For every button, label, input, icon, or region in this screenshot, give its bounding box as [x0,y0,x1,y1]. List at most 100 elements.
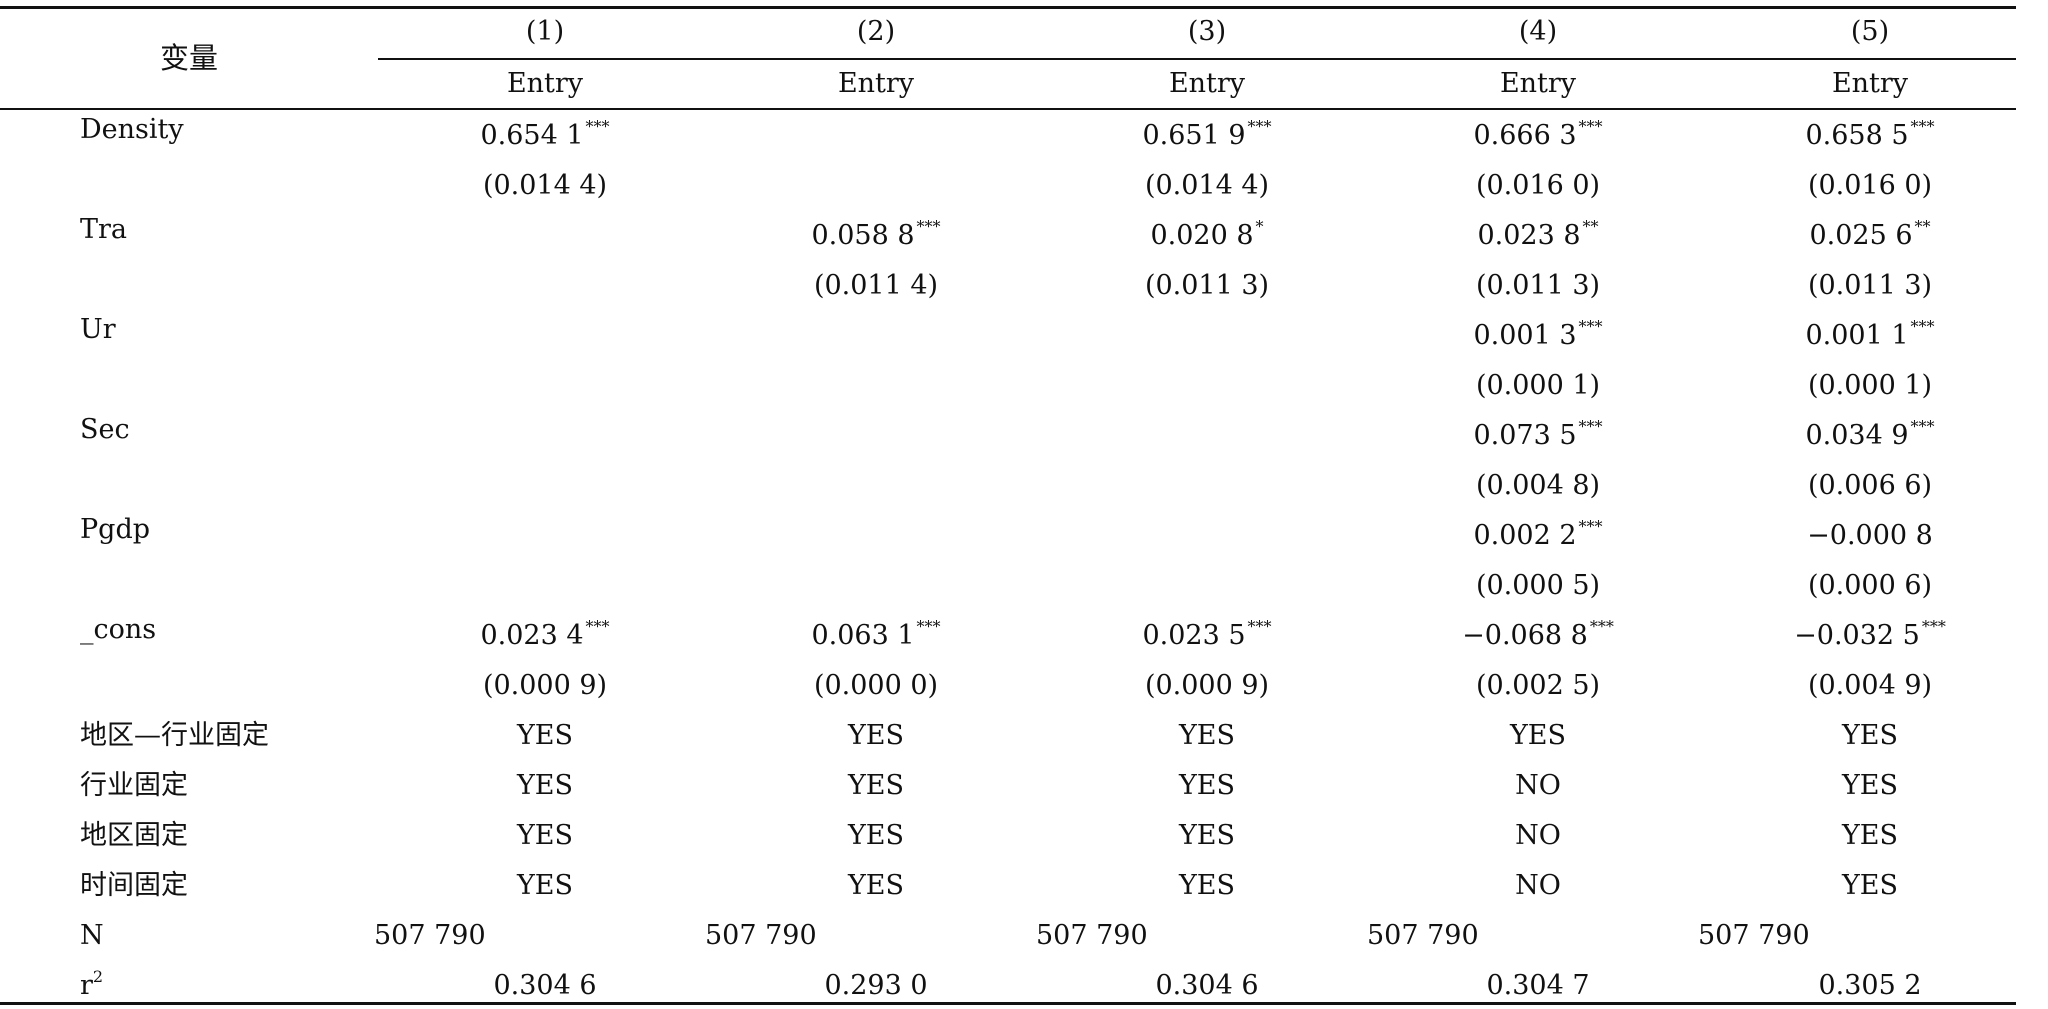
coefficient-value: 0.023 5 [1142,620,1246,651]
significance-stars: ** [1582,217,1599,236]
standard-error-cell: (0.004 9) [1807,670,1933,701]
fixed-effect-label: 地区—行业固定 [80,720,269,751]
observations-value: 507 790 [1367,920,1479,951]
standard-error-cell: (0.006 6) [1807,470,1933,501]
coefficient-value: 0.023 4 [480,620,584,651]
fixed-effect-value: YES [1178,870,1236,901]
variable-label: Sec [80,414,130,445]
significance-stars: *** [1910,317,1935,336]
variable-label: _cons [80,614,157,645]
standard-error-cell: (0.002 5) [1475,670,1601,701]
fixed-effect-value: YES [516,870,574,901]
r-squared-label: r2 [80,966,103,1009]
significance-stars: *** [1578,117,1603,136]
coefficient-cell: 0.058 8 *** [711,216,1041,259]
significance-stars: *** [1910,117,1935,136]
header-rule [0,108,2016,110]
significance-stars: *** [1578,317,1603,336]
coefficient-value: 0.034 9 [1805,420,1909,451]
fixed-effect-value: YES [516,770,574,801]
coefficient-value: 0.666 3 [1473,120,1577,151]
r-squared-value: 0.304 6 [1155,970,1259,1001]
significance-stars: *** [1578,417,1603,436]
fixed-effect-value: YES [1841,820,1899,851]
fixed-effect-value: YES [1841,720,1899,751]
fixed-effect-value: YES [1178,820,1236,851]
fixed-effect-label: 行业固定 [80,770,188,801]
coefficient-cell: 0.001 3 *** [1373,316,1703,359]
coefficient-cell: 0.025 6 ** [1705,216,2035,259]
coefficient-cell: −0.068 8 *** [1373,616,1703,659]
coefficient-value: 0.002 2 [1473,520,1577,551]
coefficient-value: 0.651 9 [1142,120,1246,151]
variable-label: Pgdp [80,514,151,545]
standard-error-cell: (0.011 4) [813,270,939,301]
standard-error-cell: (0.000 6) [1807,570,1933,601]
coefficient-value: 0.023 8 [1477,220,1581,251]
observations-value: 507 790 [705,920,817,951]
coefficient-cell: 0.654 1 *** [380,116,710,159]
variable-header: 变量 [159,41,218,75]
coefficient-cell: 0.001 1 *** [1705,316,2035,359]
coefficient-cell: 0.034 9 *** [1705,416,2035,459]
significance-stars: *** [1247,617,1272,636]
coefficient-cell: 0.651 9 *** [1042,116,1372,159]
fixed-effect-value: YES [1178,770,1236,801]
coefficient-cell: −0.032 5 *** [1705,616,2035,659]
coefficient-cell: 0.073 5 *** [1373,416,1703,459]
header-sub-rule [378,58,2016,60]
significance-stars: *** [585,117,610,136]
coefficient-cell: 0.023 4 *** [380,616,710,659]
coefficient-value: 0.073 5 [1473,420,1577,451]
r-squared-value: 0.293 0 [824,970,928,1001]
variable-label: Density [80,114,184,145]
variable-label: Tra [80,214,128,245]
dependent-variable: Entry [506,68,584,99]
observations-value: 507 790 [374,920,486,951]
standard-error-cell: (0.000 1) [1807,370,1933,401]
dependent-variable: Entry [1499,68,1577,99]
coefficient-cell: 0.020 8 * [1042,216,1372,259]
coefficient-cell: 0.063 1 *** [711,616,1041,659]
dependent-variable: Entry [837,68,915,99]
standard-error-cell: (0.000 9) [482,670,608,701]
standard-error-cell: (0.016 0) [1475,170,1601,201]
fixed-effect-label: 时间固定 [80,870,188,901]
coefficient-value: 0.063 1 [811,620,915,651]
r-squared-value: 0.305 2 [1818,970,1922,1001]
standard-error-cell: (0.000 5) [1475,570,1601,601]
significance-stars: *** [1910,417,1935,436]
r-squared-value: 0.304 7 [1486,970,1590,1001]
coefficient-value: 0.058 8 [811,220,915,251]
standard-error-cell: (0.000 0) [813,670,939,701]
fixed-effect-value: YES [1509,720,1567,751]
fixed-effect-value: YES [1178,720,1236,751]
significance-stars: *** [916,217,941,236]
column-number: (5) [1850,16,1890,47]
standard-error-cell: (0.000 9) [1144,670,1270,701]
fixed-effect-value: YES [1841,770,1899,801]
coefficient-value: 0.025 6 [1809,220,1913,251]
significance-stars: *** [1578,517,1603,536]
fixed-effect-value: YES [516,720,574,751]
r-squared-value: 0.304 6 [493,970,597,1001]
column-number: (3) [1187,16,1227,47]
r-squared-superscript: 2 [92,967,104,986]
standard-error-cell: (0.011 3) [1475,270,1601,301]
standard-error-cell: (0.011 3) [1144,270,1270,301]
coefficient-value: −0.068 8 [1462,620,1588,651]
significance-stars: *** [585,617,610,636]
fixed-effect-value: YES [847,720,905,751]
fixed-effect-value: NO [1515,770,1561,801]
coefficient-value: 0.658 5 [1805,120,1909,151]
standard-error-cell: (0.011 3) [1807,270,1933,301]
standard-error-cell: (0.014 4) [482,170,608,201]
fixed-effect-value: YES [1841,870,1899,901]
coefficient-value: −0.000 8 [1807,520,1933,551]
significance-stars: *** [1247,117,1272,136]
coefficient-value: 0.020 8 [1150,220,1254,251]
standard-error-cell: (0.000 1) [1475,370,1601,401]
significance-stars: *** [916,617,941,636]
column-number: (1) [525,16,565,47]
top-rule [0,6,2016,9]
